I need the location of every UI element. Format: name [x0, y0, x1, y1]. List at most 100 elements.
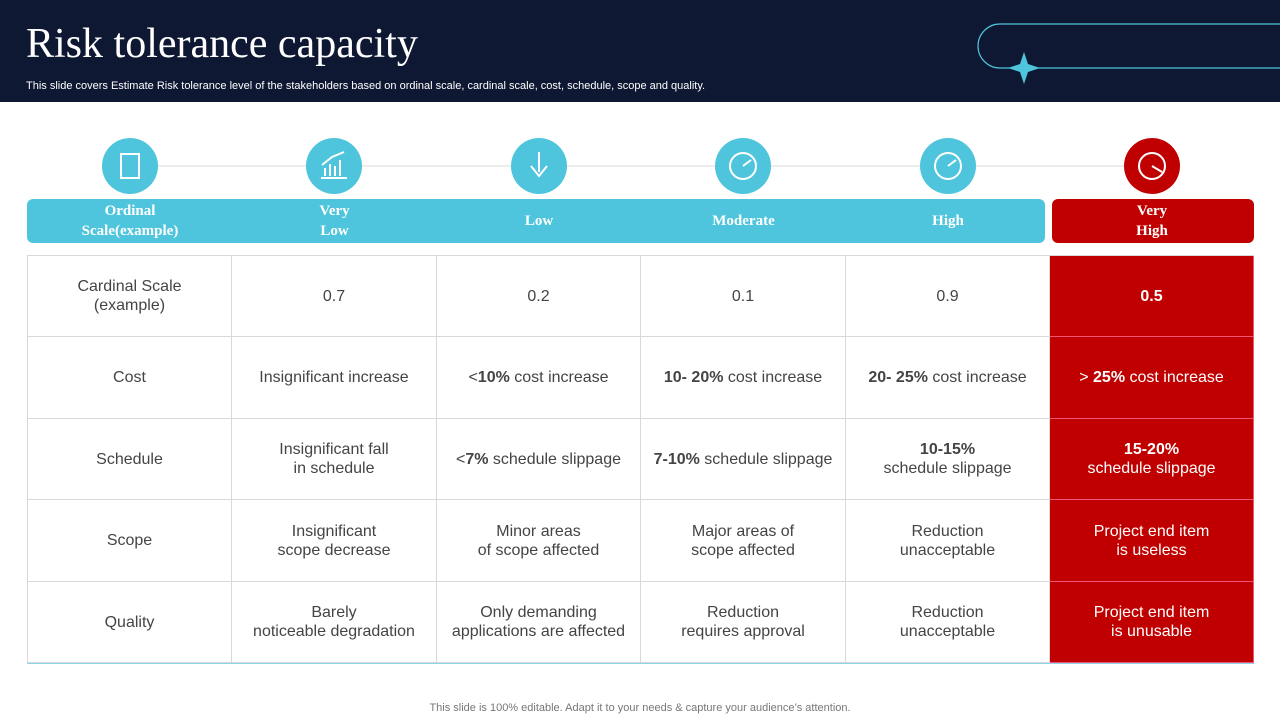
- text-run: 0.2: [527, 287, 550, 305]
- text-run: Cardinal Scale (example): [77, 278, 182, 314]
- cell-text: Cost: [113, 368, 146, 387]
- text-run: 0.5: [1140, 287, 1163, 305]
- table-cell: Only demanding applications are affected: [437, 582, 641, 663]
- table-cell: 0.1: [641, 256, 846, 337]
- text-run: cost increase: [927, 369, 1027, 386]
- column-header: Ordinal Scale(example): [81, 203, 179, 239]
- column-header: Low: [524, 213, 554, 229]
- table-cell: 0.5: [1050, 256, 1254, 337]
- text-run: Schedule: [96, 450, 163, 468]
- column-header: High: [932, 213, 964, 229]
- table-cell: Minor areas of scope affected: [437, 500, 641, 582]
- table-cell: 0.2: [437, 256, 641, 337]
- cell-text: 10- 20% cost increase: [664, 368, 822, 387]
- cell-text: Scope: [107, 531, 152, 550]
- cell-text: 7-10% schedule slippage: [654, 450, 833, 469]
- cell-text: 0.2: [527, 287, 549, 306]
- text-run: 15-20%: [1123, 441, 1180, 458]
- text-run: 7-10%: [653, 450, 700, 468]
- cell-text: <10% cost increase: [468, 368, 608, 387]
- text-run: Minor areas of scope affected: [477, 522, 600, 559]
- cell-text: 10-15% schedule slippage: [883, 440, 1011, 478]
- text-run: schedule slippage: [488, 450, 621, 468]
- table-cell: Cardinal Scale (example): [28, 256, 232, 337]
- cell-text: 15-20% schedule slippage: [1087, 440, 1215, 478]
- text-run: 25%: [1093, 369, 1126, 386]
- text-run: Reduction unacceptable: [899, 522, 996, 559]
- text-run: cost increase: [723, 369, 823, 386]
- table-cell: 10- 20% cost increase: [641, 337, 846, 419]
- column-header: Moderate: [712, 213, 775, 229]
- cell-text: Quality: [105, 613, 155, 632]
- table-cell: <10% cost increase: [437, 337, 641, 419]
- text-run: Reduction requires approval: [681, 604, 805, 640]
- table-cell: 0.7: [232, 256, 437, 337]
- cell-text: Schedule: [96, 450, 163, 469]
- text-run: <: [468, 369, 478, 386]
- text-run: >: [1079, 369, 1094, 386]
- table-cell: Cost: [28, 337, 232, 419]
- text-run: Project end item is useless: [1093, 522, 1210, 559]
- table-cell: Major areas of scope affected: [641, 500, 846, 582]
- table-cell: <7% schedule slippage: [437, 419, 641, 500]
- table-cell: Project end item is useless: [1050, 500, 1254, 582]
- column-header: Very High: [1136, 203, 1168, 239]
- table-cell: Scope: [28, 500, 232, 582]
- table-cell: 20- 25% cost increase: [846, 337, 1050, 419]
- text-run: <: [455, 450, 466, 468]
- icons: [27, 138, 1254, 243]
- table-cell: 0.9: [846, 256, 1050, 337]
- text-run: Insignificant scope decrease: [277, 522, 391, 559]
- text-run: 10- 20%: [663, 369, 724, 386]
- table-cell: Insignificant fall in schedule: [232, 419, 437, 500]
- table-cell: Quality: [28, 582, 232, 663]
- column-header: Very Low: [319, 203, 350, 239]
- table-cell: 10-15% schedule slippage: [846, 419, 1050, 500]
- cell-text: Reduction unacceptable: [900, 522, 995, 560]
- title: Risk tolerance capacity: [26, 21, 418, 67]
- cell-text: Only demanding applications are affected: [452, 603, 625, 641]
- table-cell: Reduction unacceptable: [846, 582, 1050, 663]
- footer: This slide is 100% editable. Adapt it to…: [429, 702, 851, 714]
- text-run: 10-15%: [919, 441, 976, 458]
- text-run: Insignificant increase: [259, 369, 409, 386]
- text-run: 7%: [465, 450, 489, 468]
- table-cell: Insignificant increase: [232, 337, 437, 419]
- cell-text: Reduction unacceptable: [900, 603, 995, 641]
- text-run: Quality: [104, 613, 155, 631]
- text-run: Major areas of scope affected: [691, 522, 795, 559]
- decoration: [977, 23, 1280, 84]
- cell-text: Reduction requires approval: [681, 603, 805, 641]
- table-cell: 7-10% schedule slippage: [641, 419, 846, 500]
- text-run: 0.1: [731, 287, 755, 305]
- table-cell: Project end item is unusable: [1050, 582, 1254, 663]
- table-cell: Schedule: [28, 419, 232, 500]
- table-cell: > 25% cost increase: [1050, 337, 1254, 419]
- text-run: Reduction unacceptable: [899, 604, 996, 640]
- header-band: Risk tolerance capacity This slide cover…: [0, 0, 1280, 102]
- cell-text: > 25% cost increase: [1079, 368, 1224, 387]
- table-cell: Insignificant scope decrease: [232, 500, 437, 582]
- cell-text: 0.1: [732, 287, 754, 306]
- text-run: 10%: [477, 369, 510, 386]
- text-run: 20- 25%: [868, 369, 928, 386]
- text-run: schedule slippage: [883, 460, 1012, 477]
- text-run: schedule slippage: [699, 450, 833, 468]
- cell-text: Project end item is useless: [1094, 522, 1210, 560]
- text-run: Only demanding applications are affected: [451, 604, 626, 640]
- table-cell: 15-20% schedule slippage: [1050, 419, 1254, 500]
- text-run: Insignificant fall in schedule: [279, 441, 389, 477]
- text-run: schedule slippage: [1087, 460, 1216, 477]
- table-cell: Reduction requires approval: [641, 582, 846, 663]
- text-run: Project end item is unusable: [1093, 604, 1210, 640]
- text-run: Barely noticeable degradation: [253, 604, 415, 640]
- cell-text: 0.5: [1140, 287, 1162, 306]
- text-run: cost increase: [1125, 369, 1224, 386]
- cell-text: Barely noticeable degradation: [253, 603, 415, 641]
- cell-text: <7% schedule slippage: [456, 450, 621, 469]
- cell-text: 20- 25% cost increase: [868, 368, 1026, 387]
- cell-text: Insignificant increase: [259, 368, 408, 387]
- text-run: Scope: [106, 532, 153, 549]
- subtitle: This slide covers Estimate Risk toleranc…: [26, 80, 706, 92]
